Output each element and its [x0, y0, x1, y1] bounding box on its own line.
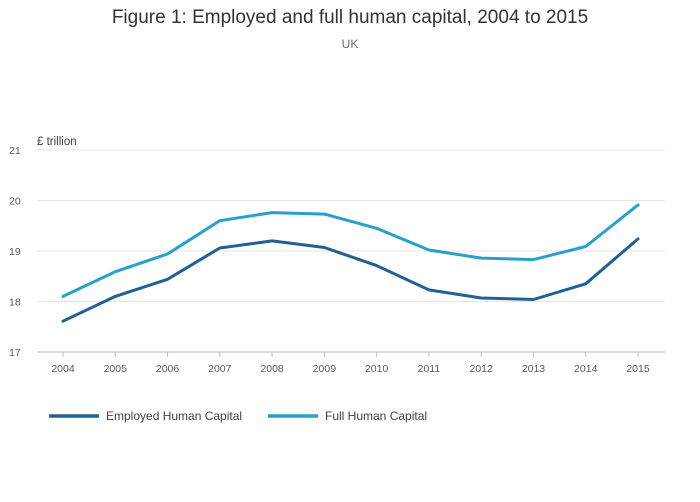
- x-tick-label: 2007: [208, 363, 232, 375]
- y-tick-label: 18: [9, 297, 21, 309]
- y-tick-label: 17: [9, 347, 21, 359]
- chart-subtitle: UK: [341, 37, 359, 51]
- legend-label: Full Human Capital: [325, 409, 427, 423]
- x-tick-label: 2015: [626, 363, 650, 375]
- y-tick-label: 19: [9, 246, 21, 258]
- x-tick-label: 2005: [104, 363, 128, 375]
- y-tick-label: 20: [9, 196, 21, 208]
- x-tick-label: 2014: [574, 363, 598, 375]
- x-tick-label: 2008: [260, 363, 284, 375]
- x-tick-label: 2011: [418, 363, 441, 375]
- series-line-full-human-capital: [61, 203, 640, 298]
- x-tick-label: 2009: [313, 363, 337, 375]
- series-line-employed-human-capital: [61, 237, 640, 323]
- x-tick-label: 2012: [470, 363, 494, 375]
- y-axis-label: £ trillion: [37, 136, 77, 148]
- x-tick-label: 2004: [51, 363, 75, 375]
- x-tick-label: 2013: [522, 363, 546, 375]
- legend-label: Employed Human Capital: [106, 409, 242, 423]
- y-tick-label: 21: [9, 145, 21, 157]
- x-tick-label: 2006: [156, 363, 180, 375]
- chart-title: Figure 1: Employed and full human capita…: [111, 7, 589, 28]
- x-tick-label: 2010: [365, 363, 389, 375]
